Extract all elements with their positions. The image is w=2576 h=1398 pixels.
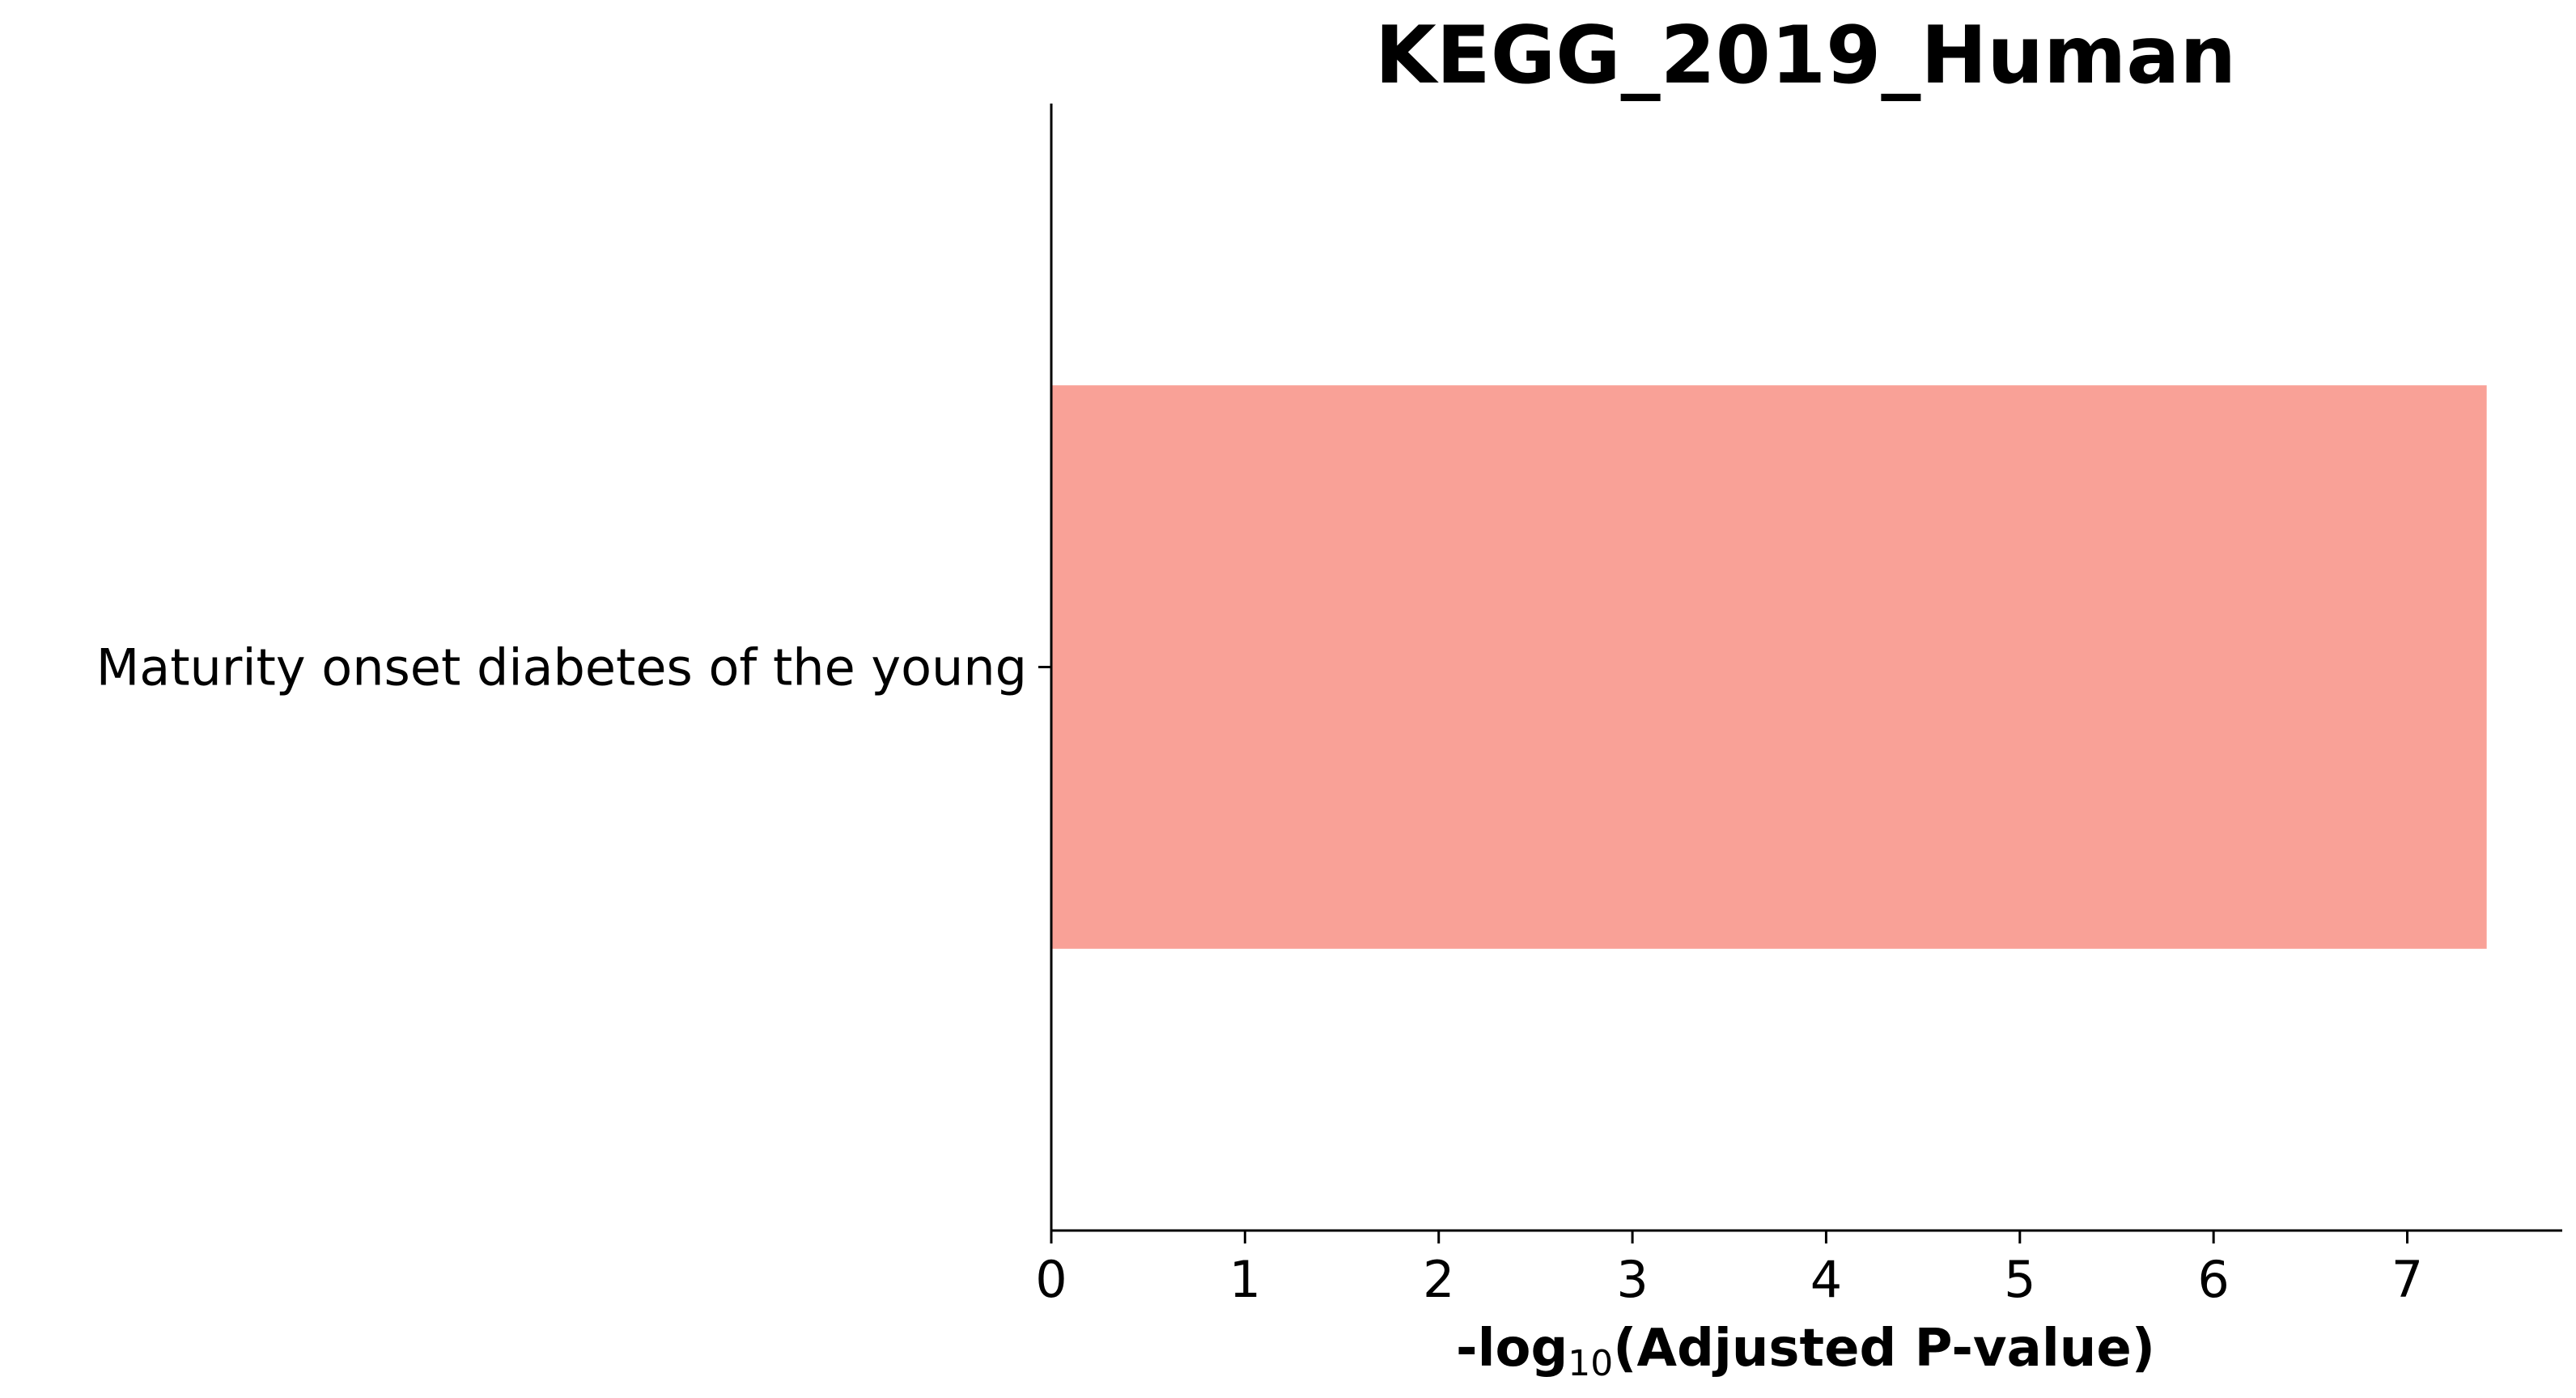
x-tick-label-4: 4: [1810, 1250, 1842, 1309]
x-axis-label: -log10(Adjusted P-value): [1456, 1319, 2155, 1384]
x-tick-label-7: 7: [2391, 1250, 2423, 1309]
x-tick-label-5: 5: [2004, 1250, 2035, 1309]
x-tick-label-6: 6: [2197, 1250, 2229, 1309]
x-axis-ticks: 0 1 2 3 4 5 6 7: [1035, 1231, 2423, 1309]
y-axis-ticks: Maturity onset diabetes of the young: [96, 638, 1051, 697]
x-axis-label-prefix: -log: [1456, 1319, 1568, 1379]
x-axis-label-suffix: (Adjusted P-value): [1613, 1319, 2155, 1379]
bars-group: [1051, 385, 2487, 949]
x-tick-label-1: 1: [1229, 1250, 1261, 1309]
chart-title: KEGG_2019_Human: [1375, 10, 2236, 102]
bar-0: [1051, 385, 2487, 949]
x-tick-label-2: 2: [1423, 1250, 1454, 1309]
x-tick-label-0: 0: [1035, 1250, 1067, 1309]
x-axis-label-subscript: 10: [1568, 1343, 1613, 1384]
y-tick-label-0: Maturity onset diabetes of the young: [96, 638, 1027, 697]
x-tick-label-3: 3: [1616, 1250, 1648, 1309]
